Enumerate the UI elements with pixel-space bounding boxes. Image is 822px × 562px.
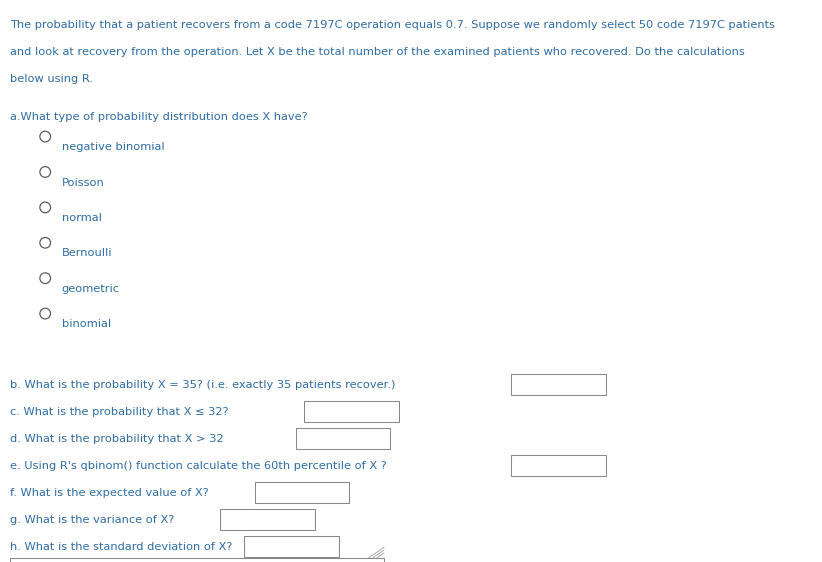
Text: below using R.: below using R. bbox=[10, 74, 93, 84]
Text: h. What is the standard deviation of X?: h. What is the standard deviation of X? bbox=[10, 542, 233, 552]
Text: f. What is the expected value of X?: f. What is the expected value of X? bbox=[10, 488, 209, 498]
Text: e. Using R's qbinom() function calculate the 60th percentile of X ?: e. Using R's qbinom() function calculate… bbox=[10, 461, 386, 472]
Text: binomial: binomial bbox=[62, 319, 111, 329]
Text: and look at recovery from the operation. Let X be the total number of the examin: and look at recovery from the operation.… bbox=[10, 47, 745, 57]
Text: geometric: geometric bbox=[62, 284, 120, 294]
Text: Poisson: Poisson bbox=[62, 178, 104, 188]
Text: negative binomial: negative binomial bbox=[62, 142, 164, 152]
Text: The probability that a patient recovers from a code 7197C operation equals 0.7. : The probability that a patient recovers … bbox=[10, 20, 775, 30]
Text: a.What type of probability distribution does X have?: a.What type of probability distribution … bbox=[10, 112, 307, 123]
Text: b. What is the probability X = 35? (i.e. exactly 35 patients recover.): b. What is the probability X = 35? (i.e.… bbox=[10, 380, 395, 391]
Text: normal: normal bbox=[62, 213, 102, 223]
Text: c. What is the probability that X ≤ 32?: c. What is the probability that X ≤ 32? bbox=[10, 407, 229, 418]
Text: Bernoulli: Bernoulli bbox=[62, 248, 112, 259]
Text: g. What is the variance of X?: g. What is the variance of X? bbox=[10, 515, 174, 525]
Text: d. What is the probability that X > 32: d. What is the probability that X > 32 bbox=[10, 434, 224, 445]
FancyBboxPatch shape bbox=[10, 558, 384, 562]
